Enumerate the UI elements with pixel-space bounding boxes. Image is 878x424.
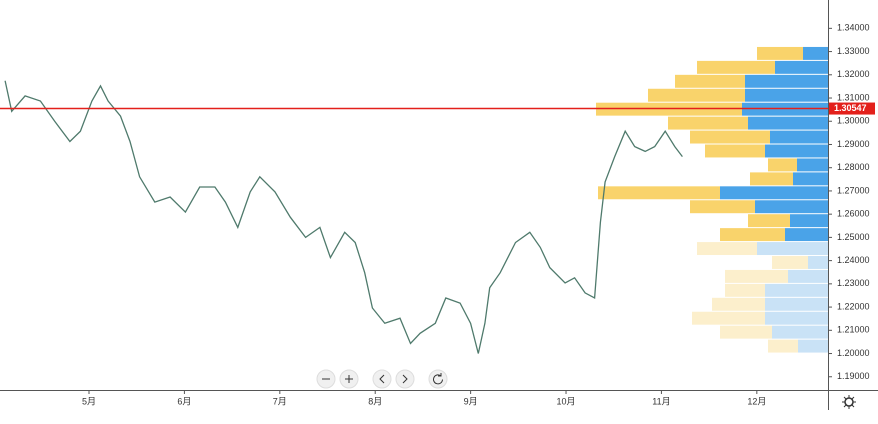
- x-tick-label: 7月: [273, 396, 287, 406]
- volume-profile-bar: [772, 325, 828, 339]
- chart-controls: [316, 369, 448, 389]
- volume-profile-bar: [748, 116, 828, 130]
- volume-profile-bar: [697, 60, 775, 74]
- y-tick-label: 1.21000: [837, 325, 870, 335]
- volume-profile-bar: [788, 269, 828, 283]
- volume-profile-bar: [757, 46, 803, 60]
- volume-profile-bar: [598, 186, 720, 200]
- y-tick-label: 1.30000: [837, 116, 870, 126]
- x-tick-label: 8月: [368, 396, 382, 406]
- volume-profile-bar: [690, 200, 755, 214]
- volume-profile-bar: [720, 186, 828, 200]
- icon: [379, 374, 385, 384]
- icon: [402, 374, 408, 384]
- volume-profile-bar: [765, 297, 828, 311]
- volume-profile-bar: [745, 88, 828, 102]
- volume-profile-bar: [755, 200, 828, 214]
- volume-profile-bar: [748, 214, 790, 228]
- volume-profile-bar: [668, 116, 748, 130]
- y-tick-label: 1.22000: [837, 301, 870, 311]
- volume-profile-bar: [765, 311, 828, 325]
- settings-button[interactable]: [842, 395, 856, 409]
- icon: [433, 373, 443, 385]
- price-line: [4, 80, 683, 354]
- volume-profile-bar: [750, 172, 793, 186]
- volume-profile-bar: [697, 242, 757, 256]
- volume-profile-bar: [793, 172, 828, 186]
- reset-button[interactable]: [428, 369, 448, 389]
- current-price-label: 1.30547: [834, 103, 867, 113]
- volume-profile-bar: [775, 60, 828, 74]
- volume-profile-bar: [725, 269, 788, 283]
- y-tick-label: 1.19000: [837, 371, 870, 381]
- scroll-right-button[interactable]: [395, 369, 415, 389]
- y-tick-label: 1.27000: [837, 185, 870, 195]
- x-tick-label: 10月: [557, 396, 576, 406]
- y-tick-label: 1.23000: [837, 278, 870, 288]
- y-tick-label: 1.33000: [837, 46, 870, 56]
- volume-profile-bar: [720, 228, 785, 242]
- gear-icon: [842, 395, 856, 409]
- current-price-box: [829, 102, 875, 115]
- y-tick-label: 1.25000: [837, 232, 870, 242]
- volume-profile-bar: [772, 256, 808, 269]
- volume-profile-bar: [725, 283, 765, 297]
- volume-profile-bar: [692, 311, 765, 325]
- x-tick-label: 11月: [652, 396, 670, 406]
- volume-profile-bar: [648, 88, 745, 102]
- volume-profile-bar: [765, 144, 828, 158]
- volume-profile-bar: [803, 46, 828, 60]
- icon: [345, 375, 353, 383]
- volume-profile-bar: [808, 256, 828, 269]
- x-tick-label: 12月: [747, 396, 766, 406]
- x-tick-label: 5月: [82, 396, 96, 406]
- volume-profile-bar: [720, 325, 772, 339]
- volume-profile-bar: [675, 74, 745, 88]
- volume-profile-bar: [785, 228, 828, 242]
- x-tick-label: 9月: [464, 396, 478, 406]
- y-tick-label: 1.29000: [837, 139, 870, 149]
- y-tick-label: 1.20000: [837, 348, 870, 358]
- y-tick-label: 1.26000: [837, 209, 870, 219]
- volume-profile-bar: [770, 130, 828, 144]
- y-tick-label: 1.34000: [837, 23, 870, 33]
- volume-profile-bar: [768, 158, 797, 172]
- y-tick-label: 1.32000: [837, 69, 870, 79]
- volume-profile-bar: [768, 339, 798, 353]
- y-tick-label: 1.24000: [837, 255, 870, 265]
- scroll-left-button[interactable]: [372, 369, 392, 389]
- volume-profile-bar: [765, 283, 828, 297]
- volume-profile-bar: [745, 74, 828, 88]
- volume-profile-bar: [757, 242, 828, 256]
- volume-profile-bar: [705, 144, 765, 158]
- gear-icon: [844, 397, 854, 407]
- volume-profile-bar: [797, 158, 828, 172]
- y-tick-label: 1.31000: [837, 92, 870, 102]
- volume-profile-bar: [712, 297, 765, 311]
- volume-profile-bar: [790, 214, 828, 228]
- y-tick-label: 1.28000: [837, 162, 870, 172]
- volume-profile-bar: [798, 339, 828, 353]
- volume-profile-bar: [690, 130, 770, 144]
- x-tick-label: 6月: [177, 396, 191, 406]
